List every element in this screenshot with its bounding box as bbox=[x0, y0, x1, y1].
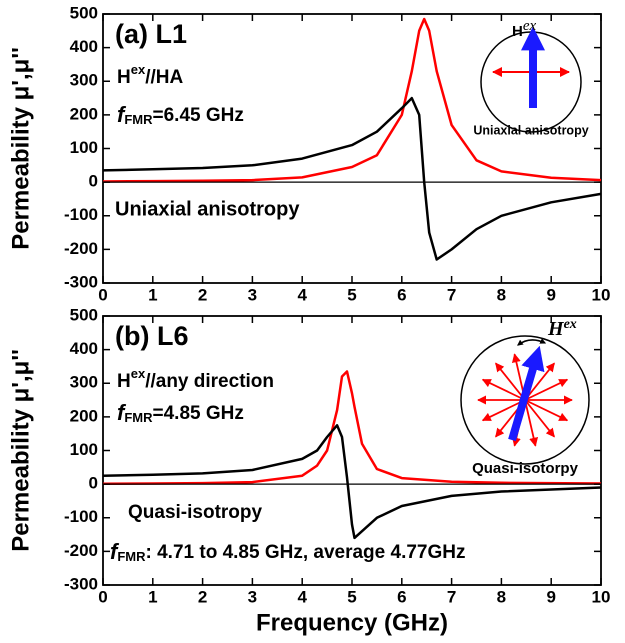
y-tick-label: 200 bbox=[70, 104, 98, 123]
inset-label: Quasi-isotorpy bbox=[472, 460, 579, 477]
x-tick-label: 2 bbox=[198, 285, 207, 304]
y-tick-label: -300 bbox=[64, 574, 98, 593]
x-tick-label: 9 bbox=[546, 587, 555, 606]
y-tick-label: 400 bbox=[70, 339, 98, 358]
annotation: fFMR=6.45 GHz bbox=[117, 102, 244, 128]
inset-label: Hex bbox=[547, 317, 577, 339]
y-axis-label: Permeability μ',μ'' bbox=[7, 349, 34, 552]
y-tick-label: 400 bbox=[70, 37, 98, 56]
series-line bbox=[102, 370, 602, 486]
y-tick-label: -300 bbox=[64, 272, 98, 291]
y-tick-label: 100 bbox=[70, 138, 98, 157]
panel-title: (b) L6 bbox=[115, 321, 189, 351]
x-tick-label: 7 bbox=[447, 285, 456, 304]
series-line bbox=[102, 17, 602, 183]
x-axis-label: Frequency (GHz) bbox=[256, 609, 448, 636]
y-tick-label: -200 bbox=[64, 541, 98, 560]
y-axis-label: Permeability μ',μ'' bbox=[7, 47, 34, 250]
x-tick-label: 8 bbox=[497, 587, 506, 606]
y-tick-label: -200 bbox=[64, 239, 98, 258]
inset-isotropy bbox=[460, 335, 590, 465]
series-line bbox=[102, 96, 602, 261]
x-tick-label: 0 bbox=[98, 285, 107, 304]
y-tick-label: -100 bbox=[64, 507, 98, 526]
y-tick-label: 0 bbox=[89, 172, 98, 191]
x-tick-label: 3 bbox=[248, 587, 257, 606]
x-tick-label: 6 bbox=[397, 587, 406, 606]
y-tick-label: 0 bbox=[89, 474, 98, 493]
y-tick-label: 100 bbox=[70, 440, 98, 459]
annotation: Quasi-isotropy bbox=[128, 502, 263, 523]
x-tick-label: 0 bbox=[98, 587, 107, 606]
inset-uniaxial bbox=[480, 26, 582, 133]
x-tick-label: 5 bbox=[347, 285, 356, 304]
annotation: Hex//any direction bbox=[117, 366, 274, 392]
y-tick-label: 500 bbox=[70, 305, 98, 324]
x-tick-label: 10 bbox=[592, 587, 611, 606]
annotation: Uniaxial anisotropy bbox=[115, 198, 300, 220]
annotation: fFMR: 4.71 to 4.85 GHz, average 4.77GHz bbox=[110, 539, 466, 565]
x-tick-label: 8 bbox=[497, 285, 506, 304]
x-tick-label: 2 bbox=[198, 587, 207, 606]
x-tick-label: 10 bbox=[592, 285, 611, 304]
x-tick-label: 7 bbox=[447, 587, 456, 606]
x-tick-label: 1 bbox=[148, 285, 157, 304]
x-tick-label: 3 bbox=[248, 285, 257, 304]
y-tick-label: 500 bbox=[70, 3, 98, 22]
inset-label: Uniaxial anisotropy bbox=[473, 123, 588, 137]
x-tick-label: 6 bbox=[397, 285, 406, 304]
x-tick-label: 4 bbox=[297, 587, 307, 606]
y-tick-label: 200 bbox=[70, 406, 98, 425]
x-tick-label: 1 bbox=[148, 587, 157, 606]
y-tick-label: -100 bbox=[64, 205, 98, 224]
y-tick-label: 300 bbox=[70, 373, 98, 392]
x-tick-label: 5 bbox=[347, 587, 356, 606]
x-tick-label: 9 bbox=[546, 285, 555, 304]
x-tick-label: 4 bbox=[297, 285, 307, 304]
inset-label: Hex bbox=[512, 18, 537, 40]
y-tick-label: 300 bbox=[70, 71, 98, 90]
panel-title: (a) L1 bbox=[115, 19, 187, 49]
annotation: fFMR=4.85 GHz bbox=[117, 400, 244, 426]
series-line bbox=[102, 424, 602, 540]
annotation: Hex//HA bbox=[117, 62, 183, 88]
